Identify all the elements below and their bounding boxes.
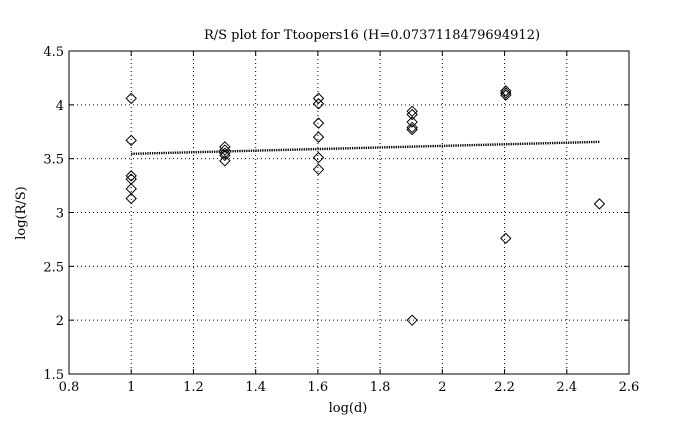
data-point-diamond	[406, 105, 418, 118]
fit-line	[131, 140, 600, 156]
x-tick-label: 2.2	[494, 380, 515, 395]
x-tick-label: 2.6	[619, 380, 640, 395]
chart-title: R/S plot for Ttoopers16 (H=0.07371184796…	[204, 28, 540, 43]
data-point-diamond	[219, 147, 231, 159]
x-tick-label: 2	[438, 380, 446, 395]
data-point-diamond	[125, 170, 137, 182]
data-point-diamond	[125, 192, 137, 205]
x-tick-label: 2.4	[556, 380, 577, 395]
data-point-diamond	[406, 121, 418, 134]
data-point-diamond	[219, 149, 231, 162]
data-point-diamond	[312, 117, 325, 129]
data-point-diamond	[593, 198, 606, 210]
x-tick-label: 1.8	[370, 380, 391, 395]
x-tick-label: 1.6	[308, 380, 329, 395]
data-point-diamond	[219, 144, 231, 156]
y-tick-label: 4	[56, 99, 64, 114]
data-point-diamond	[125, 92, 137, 105]
y-tick-label: 2.5	[43, 260, 64, 275]
data-point-diamond	[500, 85, 512, 97]
y-tick-label: 3	[56, 207, 64, 222]
axis-ticks: 0.8 1 1.2 1.4 1.6 1.8 2 2.2 2.4 2.6 1.5 2 2.5 3 3.5 4 4.…	[43, 45, 639, 395]
x-tick-label: 1.2	[183, 380, 204, 395]
y-tick-label: 2	[56, 314, 64, 329]
data-point-diamond	[406, 314, 418, 326]
grid-lines	[69, 51, 629, 374]
data-point-diamond	[125, 134, 137, 147]
data-point-diamond	[312, 151, 325, 164]
data-point-diamond	[219, 141, 231, 153]
data-point-diamond	[406, 108, 418, 121]
data-point-diamond	[219, 155, 231, 167]
fit-line-group	[131, 140, 600, 156]
data-point-diamond	[125, 183, 137, 195]
y-tick-label: 1.5	[43, 368, 64, 383]
data-points	[125, 85, 606, 326]
data-point-diamond	[312, 131, 325, 143]
y-axis-label: log(R/S)	[14, 186, 29, 240]
y-tick-label: 4.5	[43, 45, 64, 60]
x-tick-label: 1	[127, 380, 135, 395]
data-point-diamond	[406, 116, 418, 128]
data-point-diamond	[312, 98, 325, 110]
data-point-diamond	[500, 87, 512, 99]
y-tick-label: 3.5	[43, 153, 64, 168]
data-point-diamond	[312, 163, 325, 176]
x-tick-label: 1.4	[245, 380, 266, 395]
data-point-diamond	[500, 89, 512, 101]
data-point-diamond	[312, 92, 325, 105]
data-point-diamond	[500, 232, 512, 245]
data-point-diamond	[406, 123, 418, 136]
x-axis-label: log(d)	[329, 401, 368, 416]
x-tick-label: 0.8	[59, 380, 80, 395]
